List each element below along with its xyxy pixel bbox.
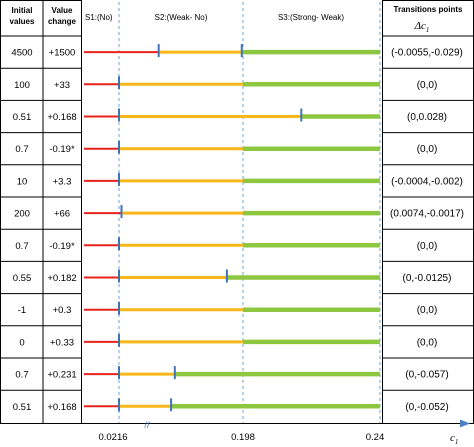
cell-value-change: +1500 [49,48,76,59]
cell-initial-value: -1 [18,305,26,316]
cell-transition-point: (0,-0.052) [405,402,448,413]
cell-transition-point: (0,-0.057) [405,370,448,381]
table-cells: 4500 +1500 (-0.0055,-0.029)100 +33 (0,0)0.51… [11,48,464,413]
cell-initial-value: 0.7 [15,144,28,155]
header-value-change-line2: change [48,17,77,26]
cell-initial-value: 0.55 [13,273,32,284]
cell-initial-value: 0.51 [13,402,32,413]
cell-value-change: -0.19* [49,144,75,155]
cell-transition-point: (-0.0004,-0.002) [391,176,463,187]
cell-value-change: +33 [54,80,70,91]
cell-value-change: -0.19* [49,241,75,252]
header-initial-values-line2: values [10,17,35,26]
axis-label: c1 [450,432,458,446]
right-table-header: Transitions points Δc1 [394,5,463,34]
cell-value-change: +0.168 [47,112,76,123]
cell-transition-point: (0,0) [417,241,438,252]
cell-transition-point: (-0.0055,-0.029) [391,48,463,59]
region-s1-label: S1:(No) [85,13,113,22]
cell-initial-value: 0 [19,337,24,348]
region-s3-label: S3:(Strong- Weak) [278,13,344,22]
cell-initial-value: 10 [17,176,28,187]
cell-initial-value: 4500 [11,48,32,59]
header-delta-symbol: Δc1 [414,20,430,34]
cell-transition-point: (0,0.028) [407,112,447,123]
cell-initial-value: 0.7 [15,241,28,252]
left-table-header: Initial values Value change [10,6,77,26]
cell-initial-value: 200 [14,209,30,220]
header-transitions: Transitions points [394,5,463,14]
cell-transition-point: (0.0074,-0.0017) [390,209,464,220]
tick-label-1: 0.198 [231,432,255,443]
cell-initial-value: 0.51 [13,112,32,123]
cell-transition-point: (0,0) [417,80,438,91]
axis-break-mark: // [144,420,150,431]
cell-transition-point: (0,-0.0125) [403,273,452,284]
region-s2-label: S2:(Weak- No) [155,13,208,22]
cell-value-change: +0.168 [47,402,76,413]
tick-label-2: 0.24 [366,432,385,443]
header-value-change-line1: Value [52,6,73,15]
cell-initial-value: 0.7 [15,370,28,381]
row-grid [0,35,474,391]
x-axis-arrow [460,419,470,428]
cell-value-change: +66 [54,209,70,220]
cell-value-change: +0.231 [47,370,76,381]
cell-value-change: +0.3 [53,305,72,316]
cell-value-change: +0.182 [47,273,76,284]
header-initial-values-line1: Initial [12,6,33,15]
cell-initial-value: 100 [14,80,30,91]
x-axis: // 0.0216 0.198 0.24 c1 [82,419,470,446]
tick-label-0: 0.0216 [98,432,127,443]
bars [84,44,380,412]
cell-transition-point: (0,0) [417,144,438,155]
cell-transition-point: (0,0) [417,305,438,316]
cell-value-change: +0.33 [50,337,74,348]
cell-value-change: +3.3 [53,176,72,187]
region-labels: S1:(No) S2:(Weak- No) S3:(Strong- Weak) [85,13,344,22]
cell-transition-point: (0,0) [417,337,438,348]
